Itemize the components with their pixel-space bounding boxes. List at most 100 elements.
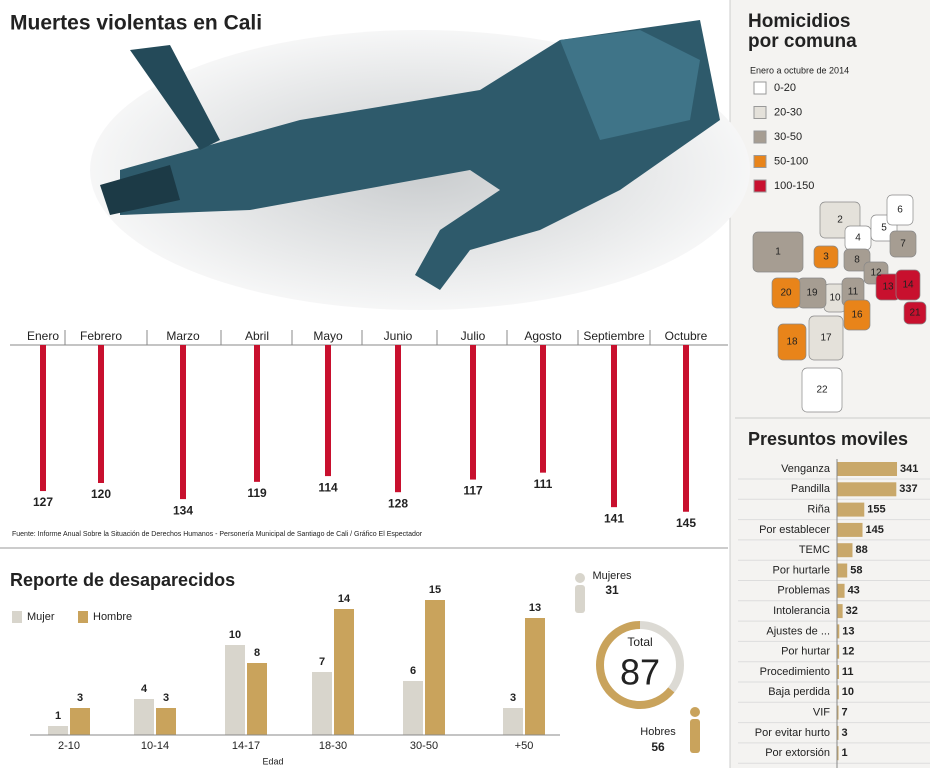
region-label: 21 <box>909 308 921 319</box>
region-label: 7 <box>900 239 906 250</box>
x-tick-label: Febrero <box>80 329 122 343</box>
total-value: 87 <box>620 652 660 693</box>
x-tick-label: 10-14 <box>141 740 169 752</box>
region-label: 18 <box>786 337 798 348</box>
value-label: 145 <box>676 516 696 530</box>
region-label: 14 <box>902 280 914 291</box>
legend-label: 100-150 <box>774 180 814 192</box>
value-label: 155 <box>867 504 885 516</box>
bar <box>540 345 546 473</box>
bar <box>225 645 245 735</box>
value-label: 13 <box>529 602 541 614</box>
bar <box>254 345 260 482</box>
value-label: 8 <box>254 647 260 659</box>
value-label: 145 <box>866 524 884 536</box>
x-tick-label: +50 <box>515 740 534 752</box>
bar <box>312 672 332 735</box>
value-label: 10 <box>229 629 241 641</box>
value-label: 3 <box>510 692 516 704</box>
region-label: 17 <box>820 333 832 344</box>
value-label: 1 <box>842 747 848 759</box>
bar <box>525 618 545 735</box>
value-label: 32 <box>846 605 858 617</box>
category-label: Hobres <box>640 726 676 738</box>
bar <box>40 345 46 491</box>
value-label: 3 <box>77 692 83 704</box>
y-tick-label: VIF <box>813 707 830 719</box>
legend-label: 30-50 <box>774 131 802 143</box>
x-tick-label: Agosto <box>524 329 562 343</box>
y-tick-label: Por hurtarle <box>773 564 830 576</box>
page-title: Muertes violentas en Cali <box>10 12 262 35</box>
bar <box>837 584 845 598</box>
infographic: Muertes violentas en Cali Enero 127 Febrer… <box>0 0 930 768</box>
value-label: 134 <box>173 503 193 517</box>
legend-swatch <box>754 107 766 119</box>
chart-title: Presuntos moviles <box>748 429 908 450</box>
axis-title: Edad <box>262 756 283 766</box>
legend-swatch <box>754 131 766 143</box>
legend-label: Hombre <box>93 611 132 623</box>
bar <box>611 345 617 507</box>
bar <box>403 681 423 735</box>
region-label: 6 <box>897 205 903 216</box>
legend-label: 20-30 <box>774 106 802 118</box>
total-label: Total <box>627 635 652 649</box>
value-label: 7 <box>319 656 325 668</box>
value-label: 14 <box>338 593 351 605</box>
region-label: 3 <box>823 252 829 263</box>
bar <box>837 543 852 557</box>
bar <box>156 708 176 735</box>
x-tick-label: 18-30 <box>319 740 347 752</box>
region-label: 10 <box>829 293 841 304</box>
map-subtitle: Enero a octubre de 2014 <box>750 65 849 75</box>
value-label: 7 <box>842 707 848 719</box>
value-label: 13 <box>842 625 854 637</box>
y-tick-label: Por establecer <box>759 524 830 536</box>
x-tick-label: Abril <box>245 329 269 343</box>
bar <box>837 604 843 618</box>
x-tick-label: Junio <box>384 329 413 343</box>
y-tick-label: Ajustes de ... <box>766 625 830 637</box>
x-tick-label: 14-17 <box>232 740 260 752</box>
value-label: 10 <box>842 686 854 698</box>
source-note: Fuente: Informe Anual Sobre la Situación… <box>12 531 423 538</box>
value-label: 31 <box>605 583 619 597</box>
value-label: 114 <box>318 480 338 494</box>
bar <box>837 503 864 517</box>
legend-swatch <box>754 82 766 94</box>
legend-label: 0-20 <box>774 82 796 94</box>
value-label: 119 <box>247 486 267 500</box>
region-label: 20 <box>780 288 792 299</box>
y-tick-label: Venganza <box>781 463 831 475</box>
y-tick-label: Baja perdida <box>768 686 831 698</box>
legend-swatch <box>754 156 766 168</box>
map-title: Homicidios por comuna <box>748 12 868 52</box>
value-label: 128 <box>388 496 408 510</box>
value-label: 127 <box>33 495 53 509</box>
region-label: 13 <box>882 282 894 293</box>
value-label: 58 <box>850 564 862 576</box>
legend-swatch <box>754 180 766 192</box>
value-label: 56 <box>651 740 665 754</box>
value-label: 11 <box>842 666 854 678</box>
legend-label: 50-100 <box>774 155 808 167</box>
chart-title: Reporte de desaparecidos <box>10 570 235 591</box>
x-tick-label: Marzo <box>166 329 200 343</box>
value-label: 1 <box>55 710 61 722</box>
x-tick-label: Enero <box>27 329 59 343</box>
value-label: 88 <box>855 544 867 556</box>
chart: Muertes violentas en Cali Enero 127 Febrer… <box>0 0 930 768</box>
value-label: 43 <box>848 585 860 597</box>
legend-swatch <box>12 611 22 623</box>
y-tick-label: Riña <box>807 504 831 516</box>
bar <box>503 708 523 735</box>
bar <box>48 726 68 735</box>
bar <box>837 462 897 476</box>
photo <box>90 20 750 310</box>
value-label: 6 <box>410 665 416 677</box>
bar <box>325 345 331 476</box>
bar <box>70 708 90 735</box>
y-tick-label: Procedimiento <box>760 666 830 678</box>
y-tick-label: Por hurtar <box>781 646 830 658</box>
